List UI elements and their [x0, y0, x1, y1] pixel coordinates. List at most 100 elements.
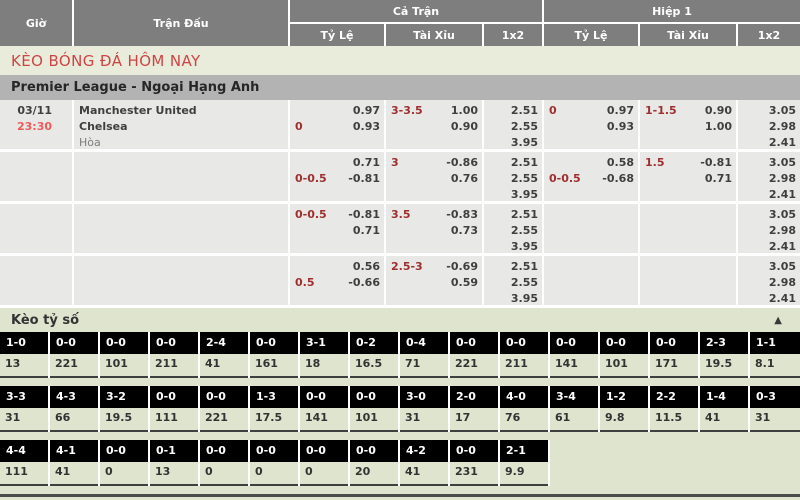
score-odds[interactable]: 101	[100, 354, 148, 378]
score-cell[interactable]: 0-3	[750, 386, 800, 408]
odds-value[interactable]: -0.66	[348, 276, 380, 289]
score-odds[interactable]: 71	[400, 354, 448, 378]
score-cell[interactable]: 0-1	[150, 440, 198, 462]
score-cell[interactable]: 2-1	[500, 440, 548, 462]
odds-value[interactable]: 0.97	[352, 104, 380, 117]
score-cell[interactable]: 2-3	[700, 332, 748, 354]
score-odds[interactable]: 0	[250, 462, 298, 486]
score-odds[interactable]: 31	[400, 408, 448, 432]
odds-value[interactable]: 3.05	[768, 104, 796, 117]
score-odds[interactable]: 61	[550, 408, 598, 432]
odds-value[interactable]: 3.95	[510, 240, 538, 253]
score-odds[interactable]: 31	[750, 408, 800, 432]
score-odds[interactable]: 41	[200, 354, 248, 378]
score-cell[interactable]: 3-0	[400, 386, 448, 408]
odds-value[interactable]: 2.55	[510, 276, 538, 289]
score-cell[interactable]: 0-0	[450, 440, 498, 462]
score-odds[interactable]: 0	[100, 462, 148, 486]
score-odds[interactable]: 13	[150, 462, 198, 486]
odds-value[interactable]: 0.76	[450, 172, 478, 185]
odds-value[interactable]: 2.51	[510, 104, 538, 117]
score-cell[interactable]: 4-0	[500, 386, 548, 408]
odds-value[interactable]: 3.95	[510, 188, 538, 201]
odds-value[interactable]: 0.71	[352, 224, 380, 237]
odds-value[interactable]: 2.98	[768, 172, 796, 185]
odds-value[interactable]: -0.81	[348, 208, 380, 221]
odds-value[interactable]: 2.55	[510, 224, 538, 237]
odds-value[interactable]: 3.05	[768, 156, 796, 169]
odds-value[interactable]: -0.86	[446, 156, 478, 169]
score-cell[interactable]: 1-2	[600, 386, 648, 408]
odds-value[interactable]: 0.56	[352, 260, 380, 273]
score-odds[interactable]: 141	[550, 354, 598, 378]
score-odds[interactable]: 17	[450, 408, 498, 432]
score-odds[interactable]: 17.5	[250, 408, 298, 432]
odds-value[interactable]: 0.71	[352, 156, 380, 169]
score-cell[interactable]: 0-0	[150, 386, 198, 408]
odds-value[interactable]: 2.55	[510, 172, 538, 185]
score-cell[interactable]: 2-0	[450, 386, 498, 408]
odds-value[interactable]: 2.41	[768, 292, 796, 305]
score-odds[interactable]: 9.8	[600, 408, 648, 432]
score-odds[interactable]: 111	[0, 462, 48, 486]
score-cell[interactable]: 0-0	[350, 440, 398, 462]
odds-value[interactable]: 0.97	[606, 104, 634, 117]
score-cell[interactable]: 2-4	[200, 332, 248, 354]
score-cell[interactable]: 3-2	[100, 386, 148, 408]
score-odds[interactable]: 11.5	[650, 408, 698, 432]
score-cell[interactable]: 0-0	[50, 332, 98, 354]
score-odds[interactable]: 41	[700, 408, 748, 432]
odds-value[interactable]: 0.58	[606, 156, 634, 169]
score-odds[interactable]: 231	[450, 462, 498, 486]
score-cell[interactable]: 0-0	[250, 440, 298, 462]
score-cell[interactable]: 4-1	[50, 440, 98, 462]
score-cell[interactable]: 0-0	[600, 332, 648, 354]
score-odds[interactable]: 66	[50, 408, 98, 432]
odds-value[interactable]: 2.51	[510, 260, 538, 273]
odds-value[interactable]: 0.73	[450, 224, 478, 237]
odds-value[interactable]: -0.83	[446, 208, 478, 221]
odds-value[interactable]: 3.95	[510, 136, 538, 149]
odds-value[interactable]: 0.59	[450, 276, 478, 289]
score-odds[interactable]: 211	[150, 354, 198, 378]
score-cell[interactable]: 0-0	[150, 332, 198, 354]
odds-value[interactable]: 2.55	[510, 120, 538, 133]
score-cell[interactable]: 3-3	[0, 386, 48, 408]
score-cell[interactable]: 0-4	[400, 332, 448, 354]
score-cell[interactable]: 1-3	[250, 386, 298, 408]
score-odds[interactable]: 0	[200, 462, 248, 486]
score-odds[interactable]: 0	[300, 462, 348, 486]
score-odds[interactable]: 101	[600, 354, 648, 378]
score-odds[interactable]: 31	[0, 408, 48, 432]
score-cell[interactable]: 0-0	[550, 332, 598, 354]
score-cell[interactable]: 0-0	[450, 332, 498, 354]
odds-value[interactable]: 3.05	[768, 260, 796, 273]
score-odds[interactable]: 20	[350, 462, 398, 486]
odds-value[interactable]: 0.71	[704, 172, 732, 185]
score-odds[interactable]: 19.5	[700, 354, 748, 378]
odds-value[interactable]: 2.41	[768, 188, 796, 201]
score-odds[interactable]: 76	[500, 408, 548, 432]
score-cell[interactable]: 2-2	[650, 386, 698, 408]
score-cell[interactable]: 3-4	[550, 386, 598, 408]
score-cell[interactable]: 0-0	[350, 386, 398, 408]
score-odds[interactable]: 221	[200, 408, 248, 432]
score-cell[interactable]: 4-4	[0, 440, 48, 462]
odds-value[interactable]: 0.93	[352, 120, 380, 133]
odds-value[interactable]: 1.00	[704, 120, 732, 133]
score-cell[interactable]: 0-0	[300, 440, 348, 462]
score-cell[interactable]: 0-0	[300, 386, 348, 408]
odds-value[interactable]: -0.68	[602, 172, 634, 185]
odds-value[interactable]: 0.90	[704, 104, 732, 117]
odds-value[interactable]: 3.05	[768, 208, 796, 221]
score-odds[interactable]: 18	[300, 354, 348, 378]
score-cell[interactable]: 1-0	[0, 332, 48, 354]
score-odds[interactable]: 161	[250, 354, 298, 378]
odds-value[interactable]: 2.98	[768, 276, 796, 289]
score-odds[interactable]: 9.9	[500, 462, 548, 486]
score-cell[interactable]: 0-0	[100, 332, 148, 354]
score-cell[interactable]: 0-0	[500, 332, 548, 354]
collapse-arrow-icon[interactable]: ▲	[774, 314, 782, 326]
score-odds[interactable]: 41	[50, 462, 98, 486]
odds-value[interactable]: -0.69	[446, 260, 478, 273]
